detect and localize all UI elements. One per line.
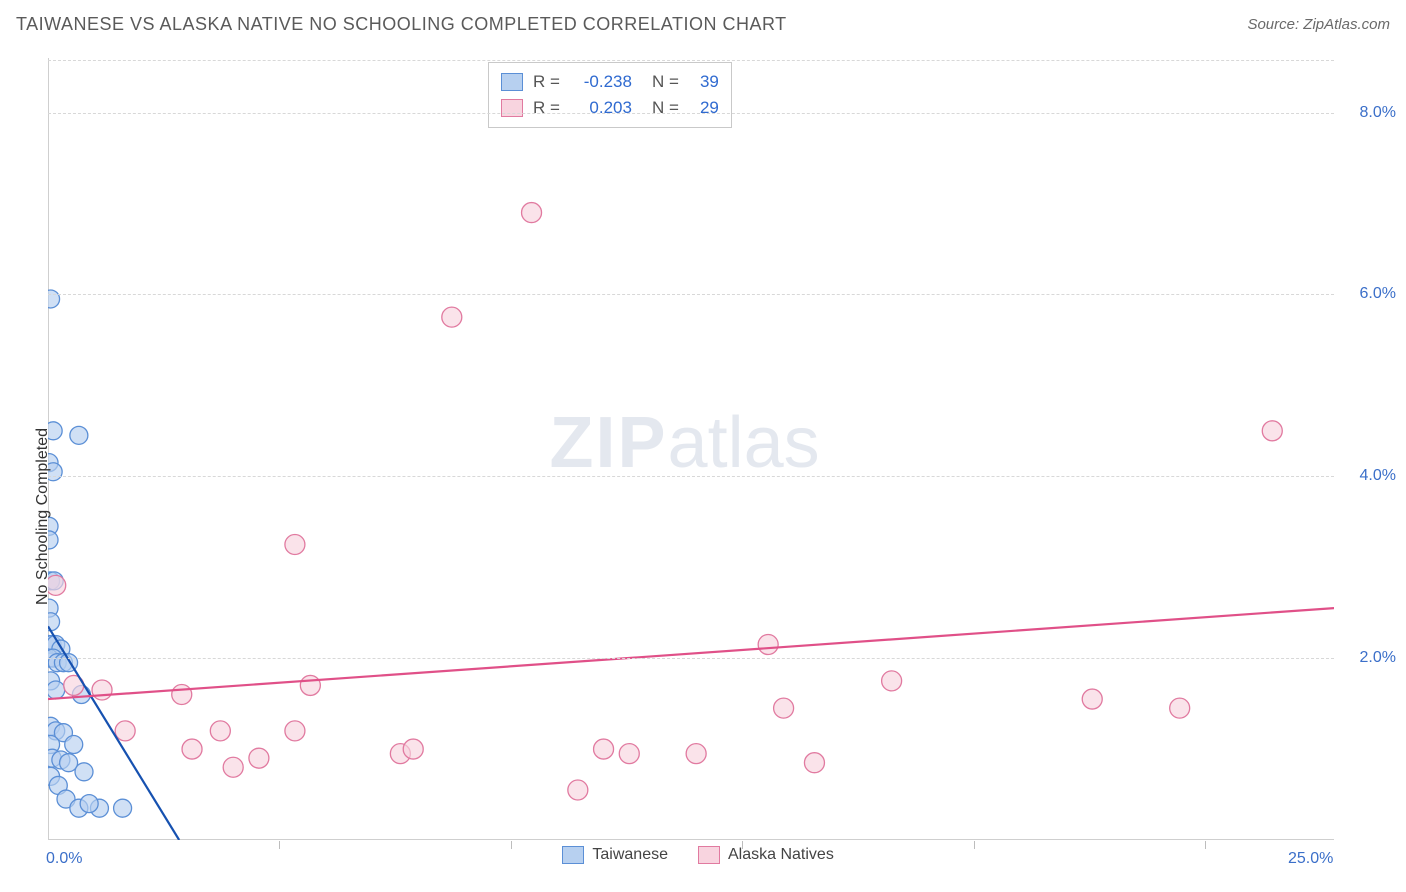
legend-row: R = 0.203 N = 29 xyxy=(501,95,719,121)
x-tick xyxy=(279,841,280,849)
data-point xyxy=(115,721,135,741)
legend-n-label: N = xyxy=(652,72,679,92)
legend-label: Taiwanese xyxy=(592,846,668,864)
scatter-svg xyxy=(48,58,1334,840)
y-tick-label: 6.0% xyxy=(1360,285,1396,303)
data-point xyxy=(172,685,192,705)
chart-title: TAIWANESE VS ALASKA NATIVE NO SCHOOLING … xyxy=(16,14,787,35)
data-point xyxy=(1082,689,1102,709)
data-point xyxy=(686,744,706,764)
legend-r-label: R = xyxy=(533,98,560,118)
x-axis-min-label: 0.0% xyxy=(46,850,82,868)
data-point xyxy=(223,757,243,777)
legend-row: R = -0.238 N = 39 xyxy=(501,69,719,95)
y-tick-label: 8.0% xyxy=(1360,104,1396,122)
chart-header: TAIWANESE VS ALASKA NATIVE NO SCHOOLING … xyxy=(0,0,1406,48)
data-point xyxy=(568,780,588,800)
gridline xyxy=(48,113,1334,114)
legend-swatch xyxy=(562,846,584,864)
y-tick-label: 4.0% xyxy=(1360,467,1396,485)
data-point xyxy=(249,748,269,768)
y-tick-label: 2.0% xyxy=(1360,649,1396,667)
data-point xyxy=(522,203,542,223)
data-point xyxy=(182,739,202,759)
correlation-legend: R = -0.238 N = 39 R = 0.203 N = 29 xyxy=(488,62,732,128)
data-point xyxy=(403,739,423,759)
data-point xyxy=(48,681,65,699)
data-point xyxy=(1170,698,1190,718)
data-point xyxy=(442,307,462,327)
y-axis-label: No Schooling Completed xyxy=(34,428,52,605)
data-point xyxy=(594,739,614,759)
data-point xyxy=(285,721,305,741)
legend-r-value: 0.203 xyxy=(570,98,632,118)
data-point xyxy=(70,426,88,444)
data-point xyxy=(285,534,305,554)
gridline xyxy=(48,658,1334,659)
legend-item: Taiwanese xyxy=(562,846,668,864)
gridline xyxy=(48,476,1334,477)
data-point xyxy=(300,675,320,695)
series-legend: Taiwanese Alaska Natives xyxy=(562,846,833,864)
legend-n-label: N = xyxy=(652,98,679,118)
data-point xyxy=(75,763,93,781)
legend-r-label: R = xyxy=(533,72,560,92)
data-point xyxy=(114,799,132,817)
data-point xyxy=(804,753,824,773)
legend-swatch xyxy=(501,99,523,117)
data-point xyxy=(619,744,639,764)
regression-line xyxy=(48,608,1334,699)
x-tick xyxy=(974,841,975,849)
data-point xyxy=(758,635,778,655)
x-tick xyxy=(1205,841,1206,849)
data-point xyxy=(774,698,794,718)
gridline xyxy=(48,60,1334,61)
data-point xyxy=(882,671,902,691)
legend-n-value: 39 xyxy=(689,72,719,92)
legend-label: Alaska Natives xyxy=(728,846,834,864)
x-axis-max-label: 25.0% xyxy=(1288,850,1333,868)
chart-source: Source: ZipAtlas.com xyxy=(1247,16,1390,33)
data-point xyxy=(48,290,60,308)
legend-r-value: -0.238 xyxy=(570,72,632,92)
x-tick xyxy=(511,841,512,849)
data-point xyxy=(1262,421,1282,441)
data-point xyxy=(65,736,83,754)
legend-swatch xyxy=(501,73,523,91)
data-point xyxy=(80,795,98,813)
gridline xyxy=(48,294,1334,295)
plot-area: ZIPatlas R =-0.238 N =39R =0.203 N =29 2… xyxy=(48,58,1334,840)
data-point xyxy=(92,680,112,700)
legend-item: Alaska Natives xyxy=(698,846,834,864)
data-point xyxy=(210,721,230,741)
legend-swatch xyxy=(698,846,720,864)
legend-n-value: 29 xyxy=(689,98,719,118)
